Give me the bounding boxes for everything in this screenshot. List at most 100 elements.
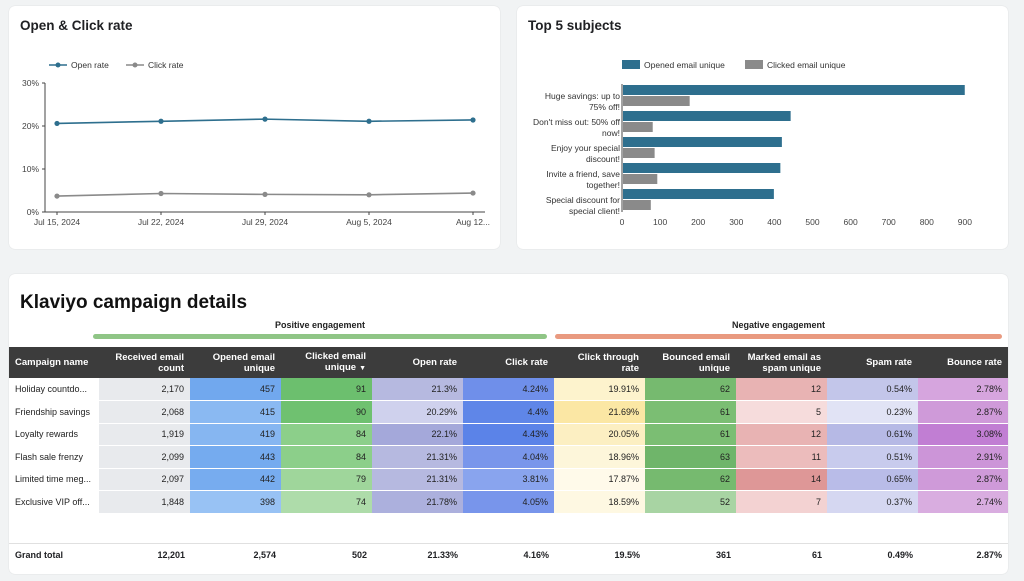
legend-clicked-swatch [745, 60, 763, 69]
subject-label: special client! [569, 206, 620, 216]
rate-x-tick: Jul 22, 2024 [138, 217, 185, 227]
subjects-x-tick: 700 [882, 217, 896, 227]
clicked-bar[interactable] [623, 122, 653, 132]
bounce-rate-cell: 3.08% [918, 423, 1008, 446]
total-spam-unique: 61 [811, 550, 822, 560]
subjects-legend[interactable]: Opened email unique Clicked email unique [622, 60, 846, 70]
open-rate-point[interactable] [54, 120, 60, 127]
click-rate-point[interactable] [158, 190, 164, 197]
rate-x-tick: Jul 15, 2024 [34, 217, 81, 227]
click-rate-point[interactable] [366, 192, 372, 198]
campaign-name-cell[interactable]: Limited time meg... [9, 468, 99, 491]
header-spam-rate[interactable]: Spam rate [827, 347, 918, 378]
header-campaign-name[interactable]: Campaign name [9, 347, 99, 378]
open-click-rate-chart: Open rate Click rate 30% 20% 10% 0% Jul 15,… [22, 60, 490, 227]
received-cell: 1,848 [99, 490, 190, 514]
campaign-details-title: Klaviyo campaign details [20, 292, 248, 313]
table-row[interactable]: Holiday countdo... 2,170 457 91 21.3% 4.24% 19… [9, 378, 1008, 401]
subject-label: Huge savings: up to [545, 91, 620, 101]
spam-unique-cell: 11 [736, 445, 827, 469]
open-rate-point[interactable] [366, 118, 372, 124]
header-clicked[interactable]: Clicked email unique ▼ [281, 347, 372, 378]
subjects-x-tick: 500 [805, 217, 819, 227]
bounced-cell: 62 [645, 468, 736, 491]
rate-x-tick: Jul 29, 2024 [242, 217, 289, 227]
campaign-name-cell[interactable]: Friendship savings [9, 400, 99, 424]
clicked-bar[interactable] [623, 174, 658, 184]
open-rate-cell: 20.29% [372, 400, 463, 424]
clicked-bar[interactable] [623, 148, 655, 158]
subject-label: together! [586, 180, 620, 190]
campaign-details-card: Klaviyo campaign details Positive engage… [9, 274, 1008, 574]
click-rate-cell: 3.81% [463, 468, 554, 491]
clicked-bar[interactable] [623, 200, 651, 210]
open-rate-point[interactable] [262, 116, 268, 122]
bounced-cell: 61 [645, 423, 736, 446]
spam-unique-cell: 12 [736, 378, 827, 401]
bounced-cell: 62 [645, 378, 736, 401]
total-bounce-rate: 2.87% [976, 550, 1002, 560]
click-rate-point[interactable] [262, 191, 268, 197]
click-rate-cell: 4.04% [463, 445, 554, 469]
total-spam-rate: 0.49% [887, 550, 913, 560]
click-rate-cell: 4.24% [463, 378, 554, 401]
open-rate-cell: 21.31% [372, 468, 463, 491]
clicked-bar[interactable] [623, 96, 690, 106]
received-cell: 2,097 [99, 468, 190, 491]
table-row[interactable]: Exclusive VIP off... 1,848 398 74 21.78% 4.05… [9, 490, 1008, 514]
table-row[interactable]: Limited time meg... 2,097 442 79 21.31% 3.81%… [9, 468, 1008, 491]
opened-bar[interactable] [623, 137, 782, 147]
table-row[interactable]: Friendship savings 2,068 415 90 20.29% 4.4% 21… [9, 400, 1008, 424]
opened-bar[interactable] [623, 189, 774, 199]
spam-rate-cell: 0.65% [827, 468, 918, 491]
sort-desc-icon[interactable]: ▼ [359, 365, 366, 372]
received-cell: 1,919 [99, 423, 190, 446]
header-bounced[interactable]: Bounced email unique [645, 347, 736, 378]
campaign-name-cell[interactable]: Loyalty rewards [9, 423, 99, 446]
bounce-rate-cell: 2.87% [918, 468, 1008, 491]
opened-bar[interactable] [623, 85, 965, 95]
total-open-rate: 21.33% [427, 550, 458, 560]
open-rate-cell: 21.78% [372, 490, 463, 514]
bounce-rate-cell: 2.74% [918, 490, 1008, 514]
table-row[interactable]: Loyalty rewards 1,919 419 84 22.1% 4.43% 20.05… [9, 423, 1008, 446]
click-rate-point[interactable] [470, 190, 476, 196]
table-header-row: Campaign name Received email count Opene… [9, 347, 1008, 378]
opened-bar[interactable] [623, 111, 791, 121]
open-rate-point[interactable] [470, 117, 476, 123]
bounce-rate-cell: 2.91% [918, 445, 1008, 469]
header-open-rate[interactable]: Open rate [372, 347, 463, 378]
campaign-name-cell[interactable]: Flash sale frenzy [9, 445, 99, 469]
rate-x-tick: Aug 5, 2024 [346, 217, 392, 227]
clicked-cell: 74 [281, 490, 372, 514]
subject-label: now! [602, 128, 620, 138]
campaign-name-cell[interactable]: Exclusive VIP off... [9, 490, 99, 514]
opened-bar[interactable] [623, 163, 781, 173]
rate-y-tick: 10% [22, 164, 39, 174]
header-ctr[interactable]: Click through rate [554, 347, 645, 378]
header-received[interactable]: Received email count [99, 347, 190, 378]
subject-label: Enjoy your special [551, 143, 620, 153]
clicked-cell: 84 [281, 445, 372, 469]
open-click-rate-title: Open & Click rate [20, 18, 133, 33]
opened-cell: 457 [190, 378, 281, 401]
received-cell: 2,068 [99, 400, 190, 424]
header-click-rate[interactable]: Click rate [463, 347, 554, 378]
open-rate-point[interactable] [158, 118, 164, 124]
subject-label: Invite a friend, save [546, 169, 620, 179]
received-cell: 2,170 [99, 378, 190, 401]
header-opened[interactable]: Opened email unique [190, 347, 281, 378]
rate-legend[interactable]: Open rate Click rate [49, 60, 184, 70]
clicked-cell: 79 [281, 468, 372, 491]
header-spam-unique[interactable]: Marked email as spam unique [736, 347, 827, 378]
bounced-cell: 61 [645, 400, 736, 424]
spam-rate-cell: 0.37% [827, 490, 918, 514]
top-subjects-chart: Opened email unique Clicked email unique… [533, 60, 972, 227]
click-rate-point[interactable] [54, 193, 60, 199]
table-row[interactable]: Flash sale frenzy 2,099 443 84 21.31% 4.04% 18… [9, 445, 1008, 469]
header-bounce-rate[interactable]: Bounce rate [918, 347, 1008, 378]
campaign-name-cell[interactable]: Holiday countdo... [9, 378, 99, 401]
click-rate-cell: 4.05% [463, 490, 554, 514]
subjects-x-tick: 300 [729, 217, 743, 227]
opened-cell: 442 [190, 468, 281, 491]
